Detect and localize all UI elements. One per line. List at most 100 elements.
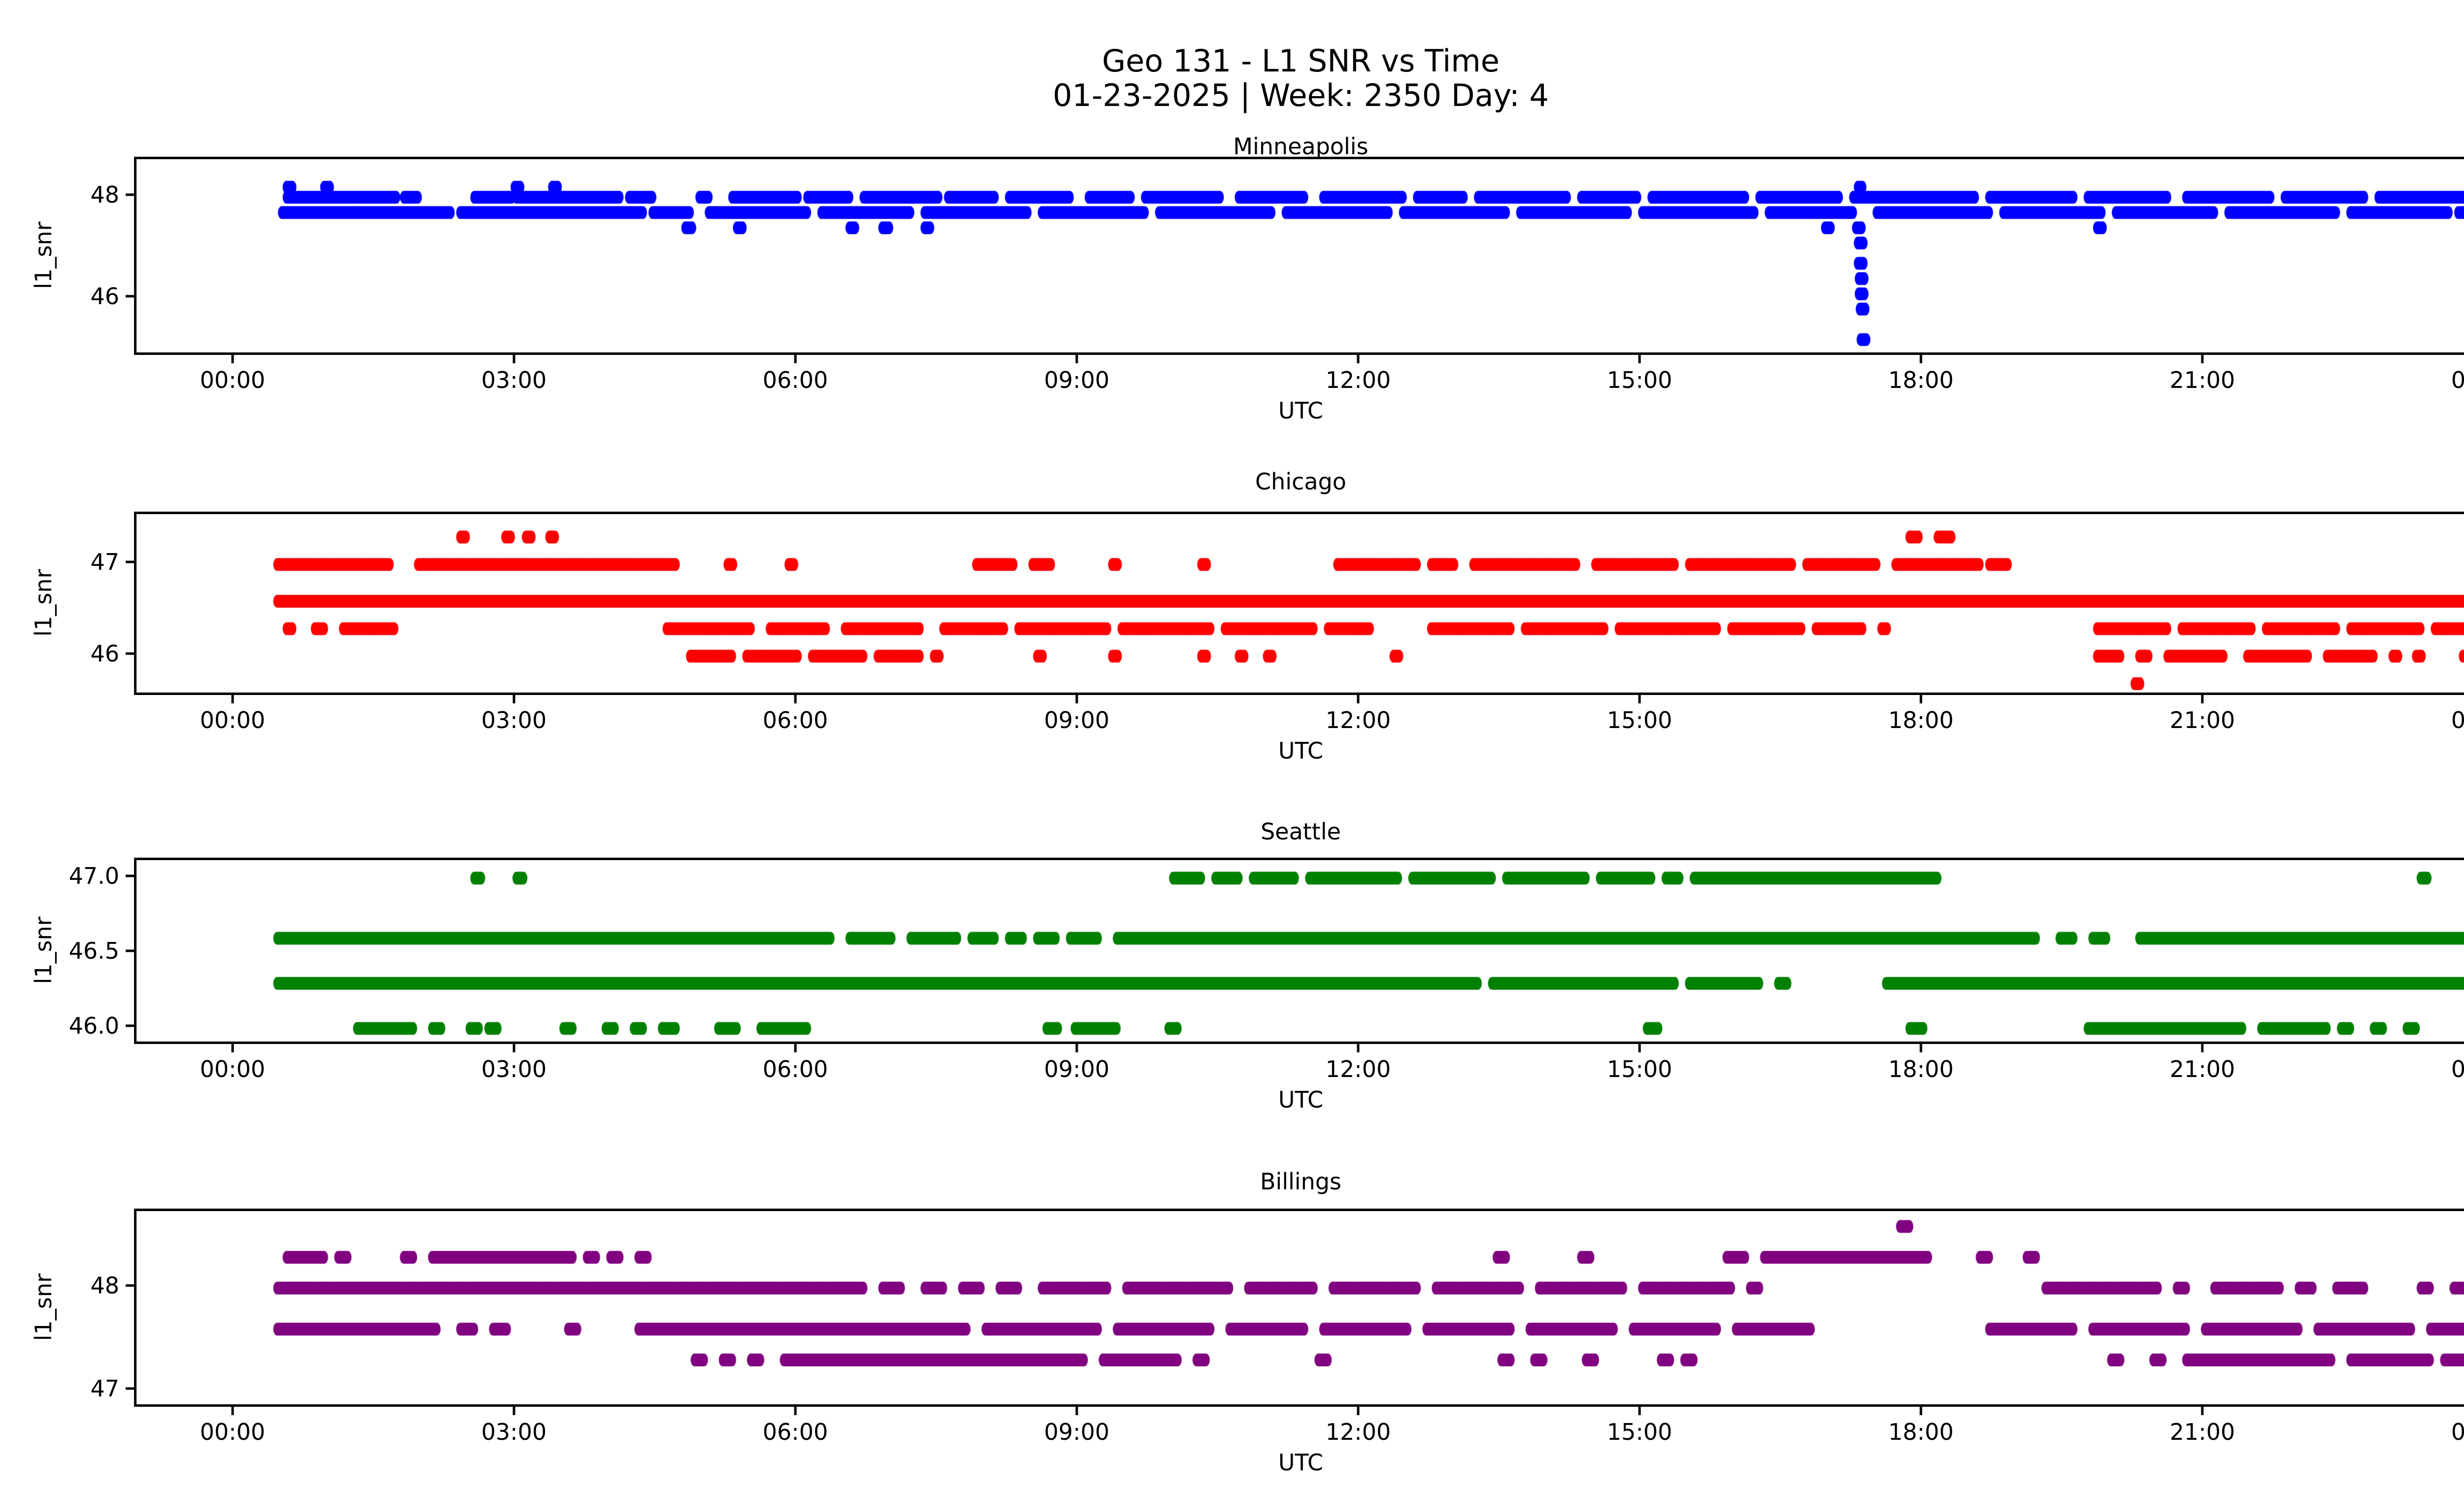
x-tick-mark: [231, 695, 234, 703]
scatter-canvas: [137, 1211, 2464, 1404]
x-tick-mark: [1075, 1407, 1078, 1415]
x-tick-mark: [2201, 695, 2204, 703]
x-tick-label: 12:00: [1325, 1419, 1391, 1445]
plot-area: [134, 858, 2464, 1044]
x-tick-label: 00:00: [2451, 1056, 2464, 1082]
figure-title: Geo 131 - L1 SNR vs Time 01-23-2025 | We…: [0, 9, 2464, 148]
x-tick-mark: [1638, 695, 1641, 703]
y-axis-label: l1_snr: [30, 221, 57, 289]
x-tick-mark: [1357, 1407, 1360, 1415]
plot-area: [134, 1209, 2464, 1407]
x-tick-label: 18:00: [1888, 367, 1954, 393]
figure-title-line1: Geo 131 - L1 SNR vs Time: [1102, 42, 1500, 79]
y-tick-label: 46: [90, 640, 119, 667]
x-tick-label: 00:00: [200, 707, 266, 733]
x-tick-mark: [513, 1044, 515, 1052]
y-tick-mark: [126, 1387, 134, 1390]
x-tick-label: 03:00: [481, 367, 547, 393]
y-tick-label: 46.0: [68, 1012, 119, 1040]
y-tick-label: 47: [90, 1375, 119, 1402]
subplot-title: Seattle: [1261, 818, 1341, 845]
figure-title-line2: 01-23-2025 | Week: 2350 Day: 4: [1053, 77, 1549, 114]
x-tick-label: 12:00: [1325, 367, 1391, 393]
x-tick-label: 15:00: [1607, 367, 1673, 393]
x-tick-mark: [2201, 355, 2204, 363]
y-tick-label: 46.5: [68, 938, 119, 964]
x-tick-mark: [1075, 355, 1078, 363]
x-tick-label: 03:00: [481, 707, 547, 733]
y-tick-mark: [126, 1024, 134, 1027]
x-axis-label: UTC: [1278, 737, 1324, 764]
x-tick-mark: [2201, 1407, 2204, 1415]
x-tick-mark: [1357, 695, 1360, 703]
x-tick-label: 09:00: [1044, 367, 1110, 393]
x-tick-mark: [513, 1407, 515, 1415]
x-tick-label: 00:00: [200, 367, 266, 393]
x-tick-label: 06:00: [762, 1419, 828, 1445]
y-tick-mark: [126, 193, 134, 196]
y-tick-label: 48: [90, 1272, 119, 1299]
x-tick-label: 06:00: [762, 1056, 828, 1082]
x-tick-label: 06:00: [762, 707, 828, 733]
x-tick-label: 18:00: [1888, 1419, 1954, 1445]
y-tick-label: 46: [90, 283, 119, 310]
x-tick-label: 00:00: [200, 1419, 266, 1445]
x-tick-mark: [1357, 1044, 1360, 1052]
x-tick-mark: [231, 1044, 234, 1052]
x-tick-label: 15:00: [1607, 707, 1673, 733]
x-tick-label: 15:00: [1607, 1056, 1673, 1082]
x-tick-mark: [231, 1407, 234, 1415]
x-tick-label: 00:00: [200, 1056, 266, 1082]
scatter-canvas: [137, 159, 2464, 352]
y-tick-mark: [126, 949, 134, 952]
x-tick-label: 12:00: [1325, 1056, 1391, 1082]
subplot-title: Minneapolis: [1233, 133, 1369, 160]
y-tick-mark: [126, 652, 134, 655]
y-axis-label: l1_snr: [30, 569, 57, 637]
x-tick-mark: [794, 695, 797, 703]
y-axis-label: l1_snr: [30, 916, 57, 984]
x-axis-label: UTC: [1278, 397, 1324, 424]
x-tick-mark: [1638, 355, 1641, 363]
x-tick-mark: [1638, 1044, 1641, 1052]
plot-area: [134, 157, 2464, 355]
x-tick-mark: [2201, 1044, 2204, 1052]
scatter-canvas: [137, 860, 2464, 1042]
x-tick-label: 18:00: [1888, 1056, 1954, 1082]
scatter-canvas: [137, 514, 2464, 693]
y-axis-label: l1_snr: [30, 1273, 57, 1341]
x-tick-label: 06:00: [762, 367, 828, 393]
x-tick-mark: [1357, 355, 1360, 363]
subplot-title: Billings: [1260, 1168, 1341, 1195]
x-tick-mark: [1919, 695, 1922, 703]
x-tick-label: 21:00: [2169, 1419, 2235, 1445]
x-axis-label: UTC: [1278, 1449, 1324, 1476]
x-tick-label: 21:00: [2169, 367, 2235, 393]
y-tick-label: 47.0: [68, 862, 119, 889]
subplot-title: Chicago: [1255, 468, 1346, 495]
y-tick-label: 48: [90, 181, 119, 209]
x-tick-mark: [513, 695, 515, 703]
x-tick-mark: [231, 355, 234, 363]
x-tick-mark: [1075, 1044, 1078, 1052]
x-tick-mark: [794, 355, 797, 363]
x-axis-label: UTC: [1278, 1086, 1324, 1113]
x-tick-label: 18:00: [1888, 707, 1954, 733]
y-tick-label: 47: [90, 549, 119, 576]
x-tick-label: 00:00: [2451, 367, 2464, 393]
x-tick-label: 00:00: [2451, 1419, 2464, 1445]
x-tick-mark: [794, 1407, 797, 1415]
x-tick-mark: [1919, 355, 1922, 363]
x-tick-mark: [1919, 1407, 1922, 1415]
y-tick-mark: [126, 874, 134, 877]
x-tick-label: 03:00: [481, 1056, 547, 1082]
plot-area: [134, 512, 2464, 695]
x-tick-label: 09:00: [1044, 1419, 1110, 1445]
x-tick-label: 09:00: [1044, 707, 1110, 733]
x-tick-mark: [1638, 1407, 1641, 1415]
x-tick-label: 12:00: [1325, 707, 1391, 733]
x-tick-label: 15:00: [1607, 1419, 1673, 1445]
y-tick-mark: [126, 560, 134, 563]
x-tick-label: 21:00: [2169, 1056, 2235, 1082]
x-tick-label: 09:00: [1044, 1056, 1110, 1082]
